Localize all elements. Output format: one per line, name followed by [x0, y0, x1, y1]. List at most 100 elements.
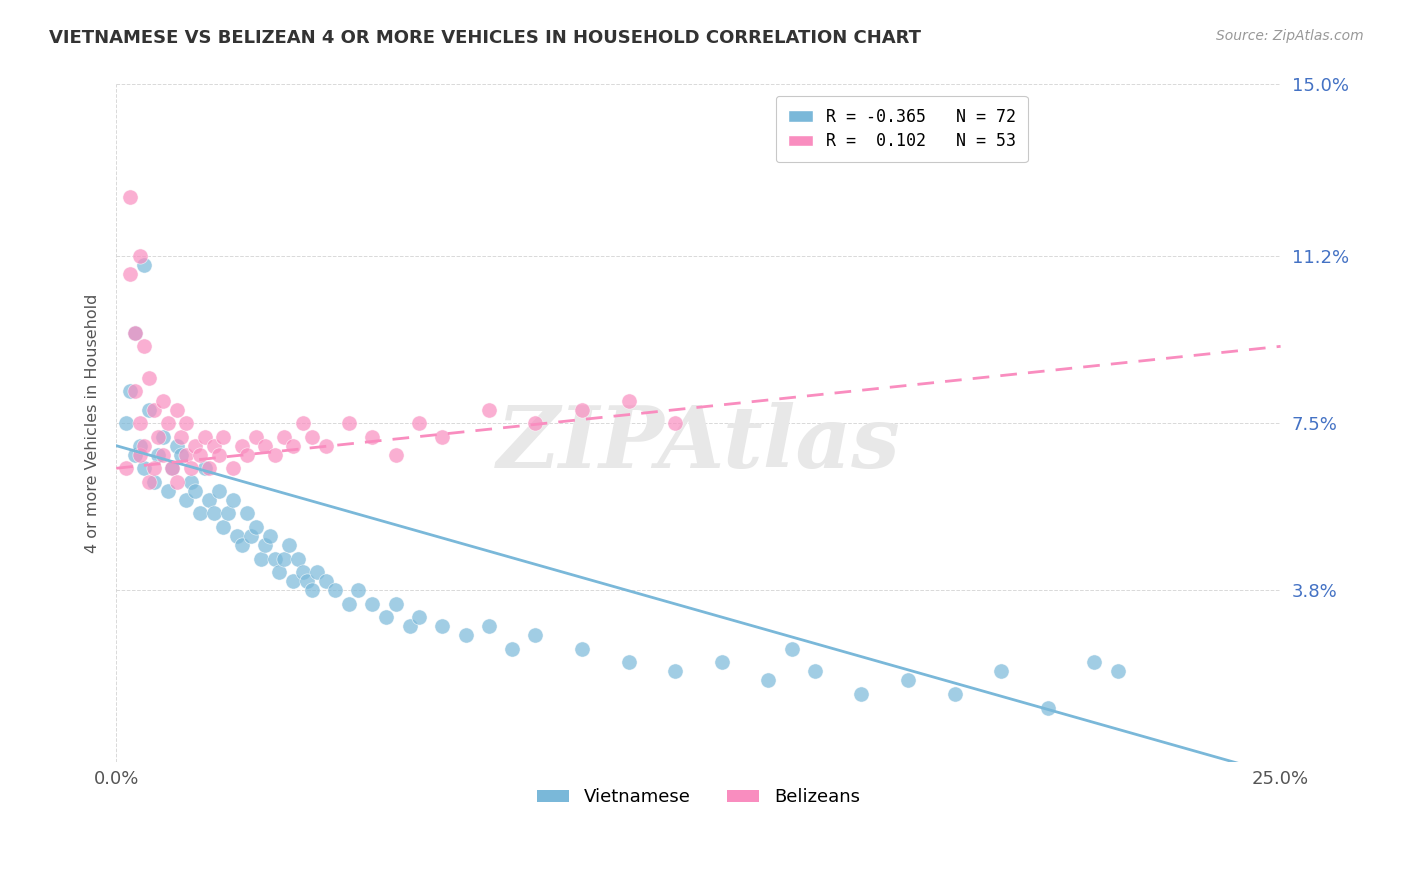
Point: [156, 416, 179, 430]
Point: [212, 520, 235, 534]
Point: [287, 551, 309, 566]
Point: [120, 267, 142, 281]
Point: [897, 673, 920, 688]
Point: [152, 448, 174, 462]
Point: [114, 416, 136, 430]
Point: [160, 461, 183, 475]
Point: [297, 574, 319, 589]
Point: [134, 258, 156, 272]
Point: [138, 402, 160, 417]
Point: [323, 583, 346, 598]
Point: [398, 619, 420, 633]
Point: [710, 656, 733, 670]
Point: [432, 619, 454, 633]
Point: [148, 448, 170, 462]
Point: [384, 448, 406, 462]
Point: [217, 507, 239, 521]
Point: [138, 475, 160, 489]
Point: [315, 574, 337, 589]
Point: [277, 538, 299, 552]
Point: [1083, 656, 1105, 670]
Point: [254, 439, 277, 453]
Point: [305, 565, 328, 579]
Point: [198, 461, 221, 475]
Point: [301, 430, 323, 444]
Point: [571, 641, 593, 656]
Point: [202, 507, 225, 521]
Point: [851, 687, 873, 701]
Point: [142, 402, 165, 417]
Point: [524, 416, 547, 430]
Point: [134, 439, 156, 453]
Point: [124, 384, 146, 399]
Point: [780, 641, 803, 656]
Point: [617, 393, 640, 408]
Point: [160, 461, 183, 475]
Point: [337, 597, 360, 611]
Point: [124, 326, 146, 340]
Point: [208, 483, 231, 498]
Point: [148, 430, 170, 444]
Point: [454, 628, 477, 642]
Point: [174, 448, 197, 462]
Point: [222, 492, 245, 507]
Point: [170, 430, 193, 444]
Point: [315, 439, 337, 453]
Point: [128, 249, 150, 263]
Point: [120, 384, 142, 399]
Point: [301, 583, 323, 598]
Point: [174, 492, 197, 507]
Point: [202, 439, 225, 453]
Point: [617, 656, 640, 670]
Point: [337, 416, 360, 430]
Point: [142, 461, 165, 475]
Point: [188, 507, 211, 521]
Point: [1036, 700, 1059, 714]
Point: [235, 507, 257, 521]
Point: [990, 665, 1012, 679]
Point: [142, 475, 165, 489]
Point: [138, 371, 160, 385]
Legend: Vietnamese, Belizeans: Vietnamese, Belizeans: [530, 781, 868, 814]
Point: [943, 687, 966, 701]
Point: [152, 393, 174, 408]
Point: [128, 448, 150, 462]
Point: [283, 574, 305, 589]
Point: [156, 483, 179, 498]
Point: [134, 339, 156, 353]
Point: [245, 520, 267, 534]
Point: [249, 551, 271, 566]
Point: [524, 628, 547, 642]
Point: [347, 583, 370, 598]
Point: [166, 402, 188, 417]
Point: [114, 461, 136, 475]
Point: [166, 475, 188, 489]
Point: [259, 529, 281, 543]
Point: [128, 416, 150, 430]
Point: [212, 430, 235, 444]
Point: [273, 551, 295, 566]
Point: [194, 430, 217, 444]
Point: [235, 448, 257, 462]
Point: [269, 565, 291, 579]
Point: [664, 416, 686, 430]
Point: [222, 461, 245, 475]
Point: [124, 326, 146, 340]
Point: [501, 641, 523, 656]
Point: [184, 483, 207, 498]
Point: [254, 538, 277, 552]
Point: [283, 439, 305, 453]
Point: [134, 461, 156, 475]
Point: [208, 448, 231, 462]
Point: [120, 190, 142, 204]
Point: [478, 619, 501, 633]
Point: [166, 439, 188, 453]
Point: [245, 430, 267, 444]
Point: [124, 448, 146, 462]
Point: [361, 597, 384, 611]
Y-axis label: 4 or more Vehicles in Household: 4 or more Vehicles in Household: [86, 293, 100, 553]
Point: [231, 439, 253, 453]
Point: [198, 492, 221, 507]
Point: [194, 461, 217, 475]
Point: [408, 416, 430, 430]
